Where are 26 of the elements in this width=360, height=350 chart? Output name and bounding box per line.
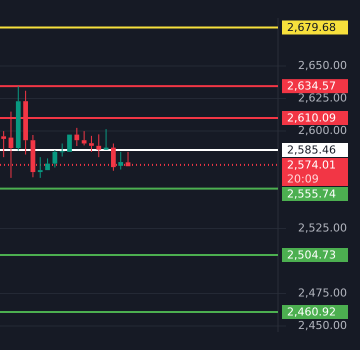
ref-line-label: 2,574.01 [287, 158, 336, 172]
ref-line-label: 2,585.46 [287, 143, 336, 156]
ref-line-label: 2,555.74 [287, 187, 336, 200]
candlestick [45, 158, 50, 170]
candlestick [16, 86, 21, 152]
ref-line-label: 2,460.92 [287, 305, 336, 318]
candlestick [74, 127, 80, 147]
candlestick [52, 149, 58, 168]
candlestick [60, 142, 65, 157]
ref-line-label: 2,504.73 [287, 248, 336, 262]
ref-line-label: 2,610.09 [287, 111, 336, 124]
y-tick-label: 2,475.00 [298, 286, 347, 300]
y-tick-label: 2,450.00 [298, 319, 347, 332]
ref-line-label: 2,679.68 [287, 20, 336, 34]
candlestick [89, 135, 94, 152]
y-tick-label: 2,650.00 [298, 58, 347, 72]
ref-line-label: 2,634.57 [287, 80, 336, 92]
candlestick [82, 130, 87, 146]
candlestick [38, 156, 43, 178]
text: 20:09 [287, 172, 319, 186]
y-tick-label: 2,525.00 [298, 222, 347, 235]
candlestick [104, 128, 108, 150]
y-tick-label: 2,600.00 [298, 124, 347, 137]
y-tick-label: 2,625.00 [298, 91, 347, 104]
candlestick [1, 130, 6, 158]
candlestick [118, 151, 124, 170]
